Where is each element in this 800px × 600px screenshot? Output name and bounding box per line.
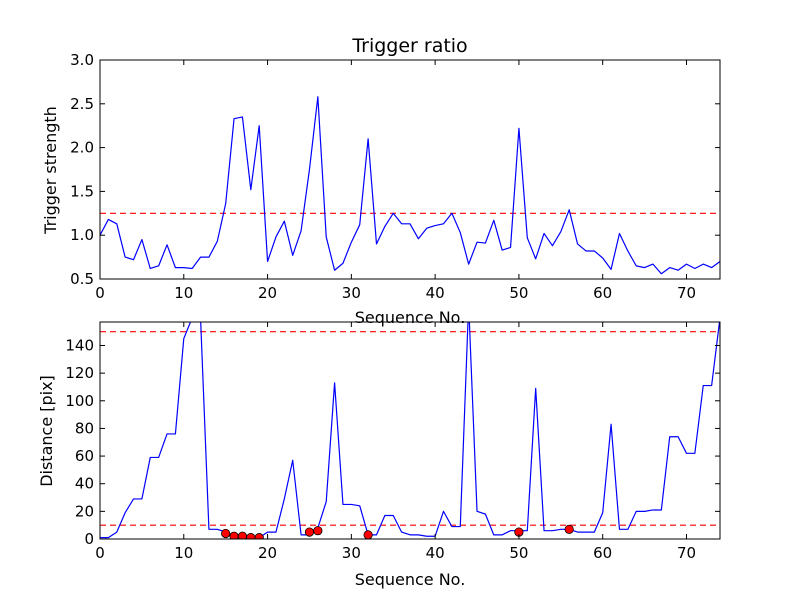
- y-tick-label: 2.5: [70, 95, 94, 113]
- series-line-0: [100, 96, 720, 275]
- x-tick-label: 20: [258, 544, 277, 562]
- data-point: [254, 533, 264, 539]
- trigger-x-ticks: 0 10 20 30 40 50 60 70: [95, 60, 696, 302]
- y-tick-label: 140: [65, 336, 94, 354]
- y-tick-label: 1.0: [70, 226, 94, 244]
- x-tick-label: 30: [342, 284, 361, 302]
- data-point: [564, 524, 574, 534]
- x-tick-label: 10: [174, 544, 193, 562]
- y-tick-label: 3.0: [70, 51, 94, 69]
- trigger-y-axis-label: Trigger strength: [41, 106, 60, 235]
- data-point: [304, 527, 315, 537]
- trigger-y-ticks: 0.5 1.0 1.5 2.0 2.5 3.0: [70, 51, 720, 288]
- y-tick-label: 100: [65, 392, 94, 410]
- chart-title: Trigger ratio: [351, 35, 467, 57]
- y-tick-label: 40: [75, 475, 94, 493]
- x-tick-label: 30: [342, 544, 361, 562]
- x-tick-label: 20: [258, 284, 277, 302]
- x-tick-label: 50: [509, 544, 528, 562]
- data-point: [221, 528, 231, 539]
- trigger-ratio-chart: Trigger ratio 0 10 20 30 40 50 60 70 0.5 1.0 1.5 2…: [41, 35, 721, 327]
- y-tick-label: 120: [65, 364, 94, 382]
- y-tick-label: 80: [75, 419, 94, 437]
- y-tick-label: 1.5: [70, 182, 94, 200]
- x-tick-label: 60: [593, 544, 612, 562]
- trigger-plot-area: [100, 96, 720, 275]
- y-tick-label: 60: [75, 447, 94, 465]
- distance-chart: 0 10 20 30 40 50 60 70 0 20 40 60 80 100 120 140 Seque…: [37, 321, 721, 589]
- data-point: [363, 530, 373, 539]
- x-tick-label: 10: [174, 284, 193, 302]
- x-tick-label: 70: [677, 544, 696, 562]
- y-tick-label: 20: [75, 502, 94, 520]
- x-tick-label: 0: [95, 544, 105, 562]
- x-tick-label: 70: [677, 284, 696, 302]
- trigger-x-axis-label: Sequence No.: [355, 308, 466, 327]
- x-tick-label: 40: [426, 544, 445, 562]
- y-tick-label: 2.0: [70, 139, 94, 157]
- distance-y-axis-label: Distance [pix]: [37, 375, 56, 487]
- distance-axes-frame: [99, 321, 721, 540]
- data-point: [246, 533, 256, 539]
- x-tick-label: 50: [509, 284, 528, 302]
- x-tick-label: 60: [593, 284, 612, 302]
- distance-plot-area: [100, 322, 720, 539]
- x-tick-label: 40: [426, 284, 445, 302]
- distance-y-ticks: 0 20 40 60 80 100 120 140: [65, 336, 720, 548]
- x-tick-label: 0: [95, 284, 105, 302]
- distance-x-ticks: 0 10 20 30 40 50 60 70: [95, 322, 696, 562]
- series-line-0: [100, 322, 720, 539]
- y-tick-label: 0.5: [70, 270, 94, 288]
- data-point: [313, 526, 323, 536]
- y-tick-label: 0: [84, 530, 94, 548]
- distance-x-axis-label: Sequence No.: [355, 570, 466, 589]
- trigger-axes-frame: [99, 59, 721, 280]
